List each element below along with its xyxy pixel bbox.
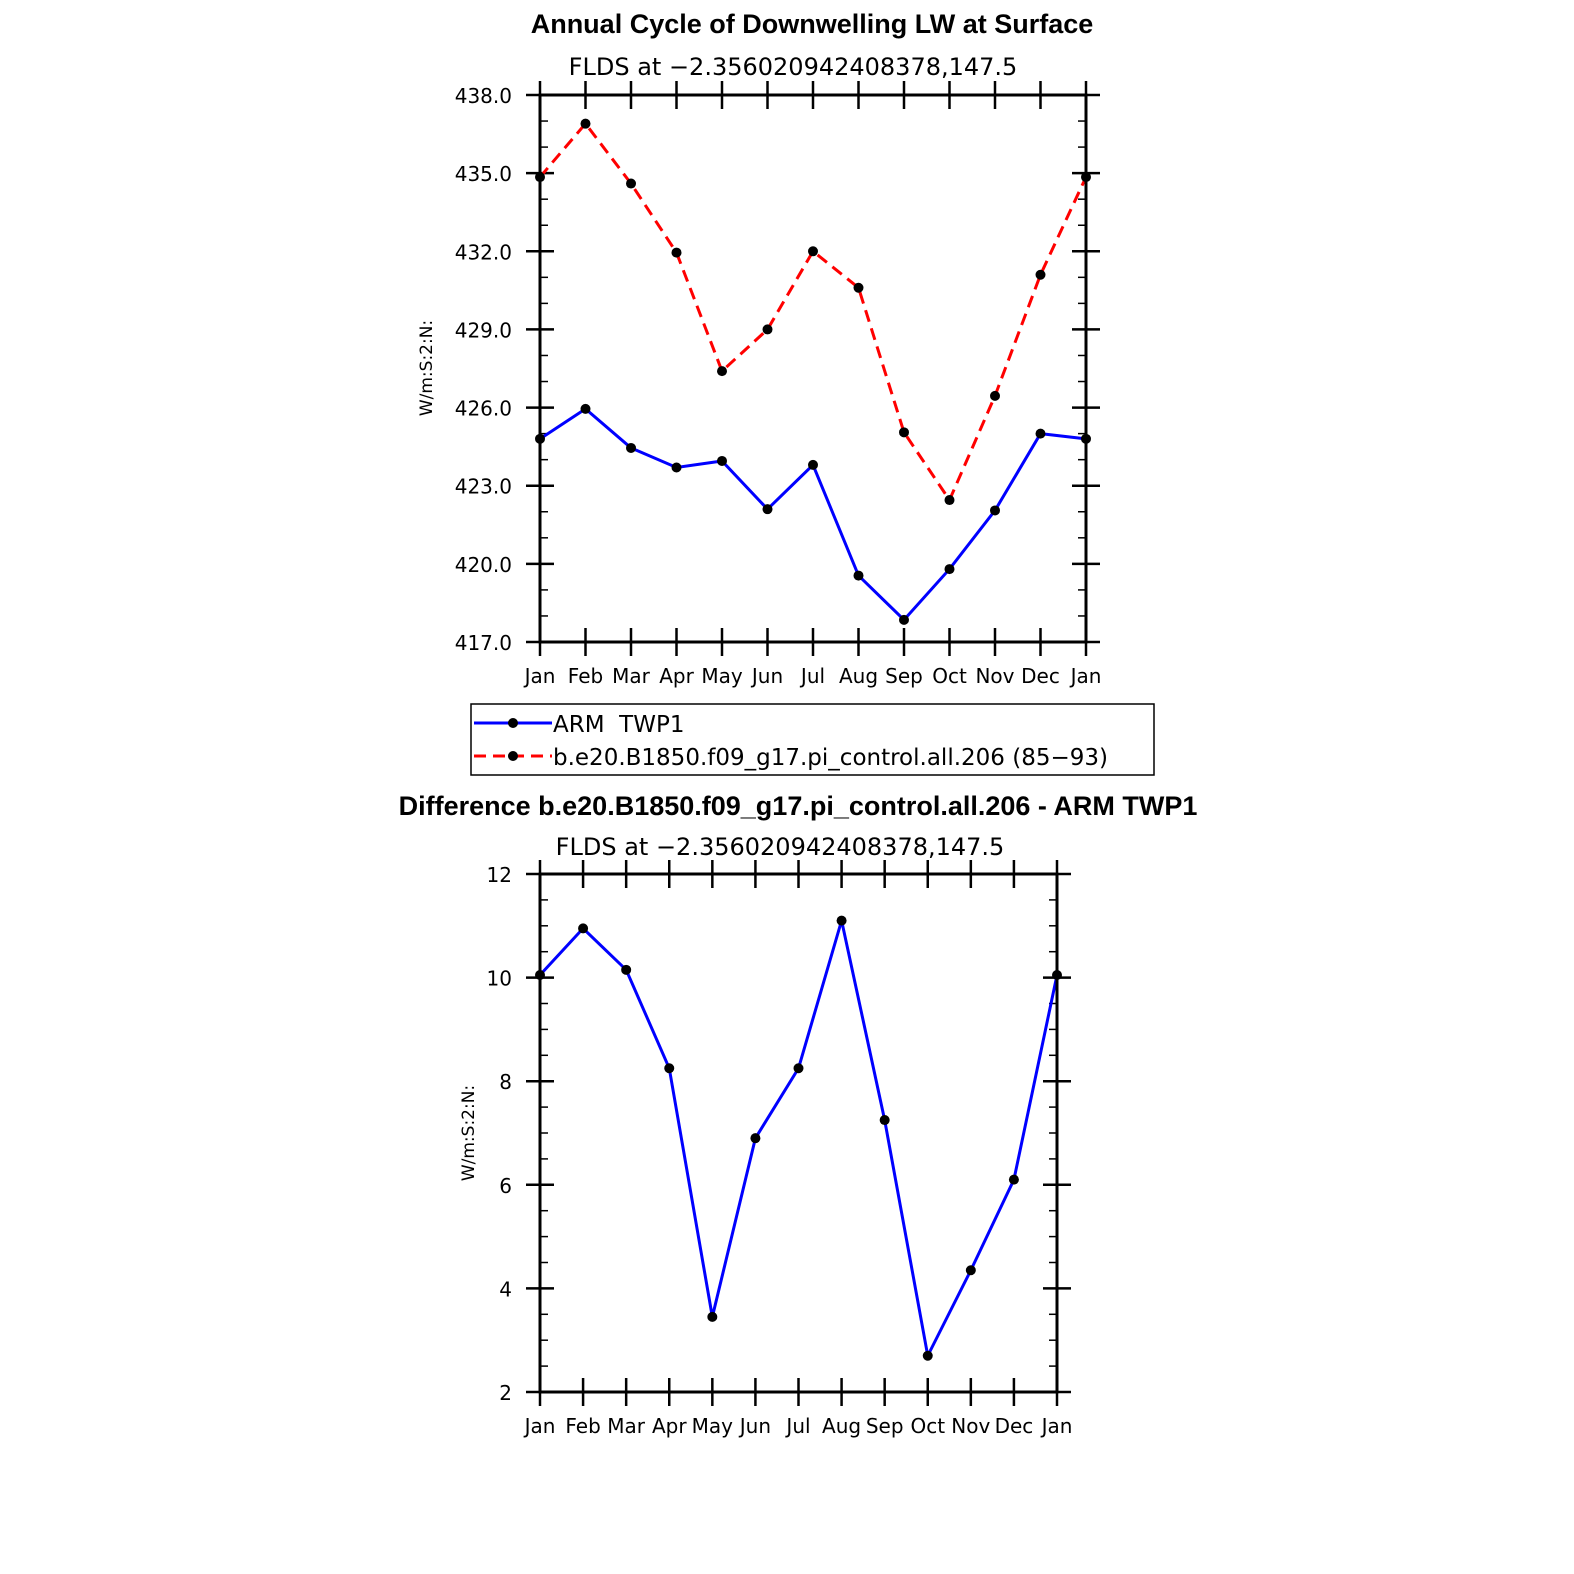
y-tick-label: 423.0 — [455, 475, 512, 499]
x-tick-label: Feb — [565, 1414, 600, 1438]
x-tick-label: Jun — [738, 1414, 771, 1438]
x-tick-label: Oct — [910, 1414, 945, 1438]
plot-frame — [538, 872, 1059, 1394]
x-tick-label: Aug — [822, 1414, 861, 1438]
legend-box — [470, 703, 1155, 776]
series-1-point — [671, 247, 682, 258]
y-tick-label: 432.0 — [455, 240, 512, 264]
legend-marker-model — [508, 751, 518, 761]
series-0-point — [990, 505, 1000, 516]
series-0-point — [750, 1133, 761, 1144]
x-tick-label: Mar — [612, 664, 651, 688]
series-1-point — [717, 366, 727, 377]
series-0-point — [707, 1311, 718, 1322]
x-tick-label: Jan — [523, 1414, 556, 1438]
chart-title: Difference b.e20.B1850.f09_g17.pi_contro… — [399, 791, 1198, 821]
y-tick-label: 12 — [487, 863, 512, 887]
y-axis-label: W/m:S:2:N: — [417, 320, 437, 416]
y-tick-label: 8 — [499, 1070, 512, 1094]
series-0-point — [1008, 1174, 1019, 1185]
series-0-point — [717, 455, 727, 466]
chart-subtitle: FLDS at −2.356020942408378,147.5 — [556, 833, 1005, 861]
y-tick-label: 2 — [499, 1381, 512, 1405]
y-tick-label: 438.0 — [455, 84, 512, 108]
series-1-point — [990, 390, 1000, 401]
y-tick-label: 420.0 — [455, 553, 512, 577]
x-tick-label: Nov — [975, 664, 1014, 688]
series-1-point — [853, 282, 864, 293]
series-0-point — [793, 1063, 804, 1074]
series-1-point — [626, 178, 636, 189]
x-tick-label: Jul — [799, 664, 825, 688]
x-tick-label: Jan — [1069, 664, 1102, 688]
series-0-point — [922, 1350, 933, 1361]
series-0-point — [808, 459, 818, 470]
x-tick-label: Apr — [659, 664, 694, 688]
series-0-point — [578, 923, 589, 934]
series-0-point — [762, 504, 773, 515]
series-0-point — [836, 915, 847, 926]
x-tick-label: Dec — [995, 1414, 1034, 1438]
y-axis-label: W/m:S:2:N: — [459, 1085, 479, 1181]
y-tick-label: 435.0 — [455, 162, 512, 186]
x-tick-label: Jan — [523, 664, 556, 688]
x-tick-label: Dec — [1021, 664, 1060, 688]
series-line-0 — [539, 406, 1087, 623]
x-tick-label: Sep — [885, 664, 923, 688]
x-tick-label: Jul — [784, 1414, 810, 1438]
series-0-point — [879, 1115, 890, 1126]
y-tick-label: 429.0 — [455, 318, 512, 342]
x-tick-label: Aug — [839, 664, 878, 688]
y-tick-label: 6 — [499, 1174, 512, 1198]
x-tick-label: Nov — [951, 1414, 990, 1438]
series-line-1 — [538, 121, 1088, 504]
series-0-point — [965, 1265, 976, 1276]
x-tick-label: Mar — [607, 1414, 646, 1438]
x-tick-label: Apr — [652, 1414, 687, 1438]
y-tick-label: 4 — [499, 1277, 512, 1301]
annual-cycle-chart: Annual Cycle of Downwelling LW at Surfac… — [417, 9, 1155, 776]
chart-title: Annual Cycle of Downwelling LW at Surfac… — [531, 9, 1094, 39]
series-1-point — [899, 427, 909, 438]
x-tick-label: Jan — [1040, 1414, 1073, 1438]
series-0-point — [626, 442, 636, 453]
series-0-point — [899, 614, 909, 625]
x-tick-label: May — [692, 1414, 734, 1438]
x-tick-label: Oct — [932, 664, 967, 688]
legend-label-arm: ARM TWP1 — [553, 712, 684, 738]
y-tick-label: 417.0 — [455, 631, 512, 655]
x-tick-label: Sep — [866, 1414, 904, 1438]
y-tick-label: 10 — [487, 967, 512, 991]
y-tick-label: 426.0 — [455, 397, 512, 421]
legend: ARM TWP1 b.e20.B1850.f09_g17.pi_control.… — [470, 703, 1155, 776]
series-1-point — [808, 246, 818, 257]
series-1-point — [944, 495, 955, 506]
series-0-point — [671, 462, 682, 473]
plot-frame — [538, 93, 1088, 644]
chart-subtitle: FLDS at −2.356020942408378,147.5 — [569, 53, 1018, 81]
x-tick-label: Feb — [568, 664, 603, 688]
series-0-point — [1035, 428, 1046, 439]
legend-label-model: b.e20.B1850.f09_g17.pi_control.all.206 (… — [553, 745, 1108, 771]
series-0-point — [580, 403, 591, 414]
series-0-point — [944, 564, 955, 575]
x-tick-label: Jun — [750, 664, 783, 688]
series-0-point — [621, 964, 632, 975]
series-1-point — [1035, 269, 1046, 280]
legend-marker-arm — [508, 718, 518, 728]
series-line-0 — [538, 920, 1059, 1361]
series-1-point — [762, 324, 773, 335]
series-1-point — [580, 118, 591, 129]
series-0-point — [853, 570, 864, 581]
x-tick-label: May — [701, 664, 743, 688]
series-0-point — [664, 1063, 675, 1074]
difference-chart: Difference b.e20.B1850.f09_g17.pi_contro… — [399, 791, 1198, 1438]
